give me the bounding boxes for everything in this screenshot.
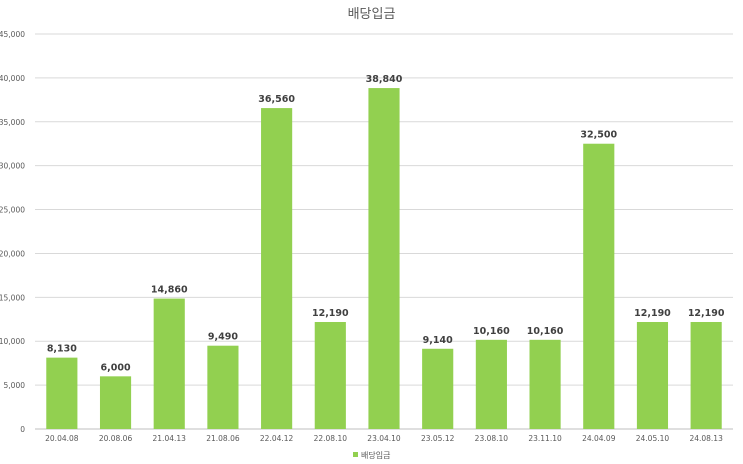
legend: 배당입금 — [353, 450, 390, 460]
data-label: 14,860 — [151, 285, 188, 296]
x-axis-ticks: 20.04.08 20.08.06 21.04.13 21.08.06 22.04.12… — [45, 434, 723, 443]
x-tick-label: 20.04.08 — [45, 434, 79, 443]
x-tick-label: 23.08.10 — [475, 434, 509, 443]
legend-swatch — [353, 452, 358, 457]
bar — [368, 88, 400, 430]
y-tick-label: 25,000 — [0, 206, 25, 215]
y-tick-label: 35,000 — [0, 118, 25, 127]
y-tick-label: 20,000 — [0, 249, 25, 258]
bar — [207, 345, 239, 429]
x-tick-label: 20.08.06 — [99, 434, 133, 443]
y-tick-label: 15,000 — [0, 293, 25, 302]
data-label: 9,140 — [423, 335, 453, 346]
x-tick-label: 21.04.13 — [153, 434, 187, 443]
x-tick-label: 24.05.10 — [636, 434, 670, 443]
y-tick-label: 10,000 — [0, 337, 25, 346]
bar — [583, 143, 615, 429]
bar — [422, 348, 454, 429]
data-label: 6,000 — [101, 362, 131, 373]
data-label: 10,160 — [473, 326, 510, 337]
data-label: 38,840 — [366, 74, 403, 85]
bar — [46, 357, 78, 429]
legend-label: 배당입금 — [361, 450, 390, 460]
data-label: 12,190 — [688, 308, 725, 319]
data-label: 36,560 — [258, 94, 295, 105]
bar — [529, 339, 561, 429]
data-labels: 8,130 6,000 14,860 9,490 36,560 12,190 38,840 9… — [47, 74, 725, 373]
y-tick-label: 40,000 — [0, 74, 25, 83]
x-tick-label: 21.08.06 — [206, 434, 240, 443]
bar — [475, 339, 507, 429]
data-label: 32,500 — [580, 130, 617, 141]
data-label: 12,190 — [312, 308, 349, 319]
bar — [153, 298, 185, 429]
x-tick-label: 24.08.13 — [689, 434, 723, 443]
data-label: 12,190 — [634, 308, 671, 319]
y-tick-label: 30,000 — [0, 162, 25, 171]
data-label: 8,130 — [47, 344, 77, 355]
data-label: 9,490 — [208, 332, 238, 343]
x-tick-label: 23.11.10 — [528, 434, 562, 443]
chart-title: 배당입금 — [348, 7, 396, 22]
bar — [636, 321, 669, 429]
y-axis-ticks: 0 5,000 10,000 15,000 20,000 25,000 30,000 35,0… — [0, 30, 25, 434]
y-tick-label: 45,000 — [0, 30, 25, 39]
bar — [690, 321, 722, 429]
x-tick-label: 24.04.09 — [582, 434, 616, 443]
bar — [261, 108, 293, 429]
y-tick-label: 5,000 — [4, 381, 26, 390]
y-tick-label: 0 — [20, 425, 25, 434]
data-label: 10,160 — [527, 326, 564, 337]
bars — [46, 88, 722, 430]
x-tick-label: 22.04.12 — [260, 434, 294, 443]
bar — [314, 321, 346, 429]
x-tick-label: 22.08.10 — [314, 434, 348, 443]
x-tick-label: 23.05.12 — [421, 434, 455, 443]
bar — [99, 376, 132, 429]
x-tick-label: 23.04.10 — [367, 434, 401, 443]
